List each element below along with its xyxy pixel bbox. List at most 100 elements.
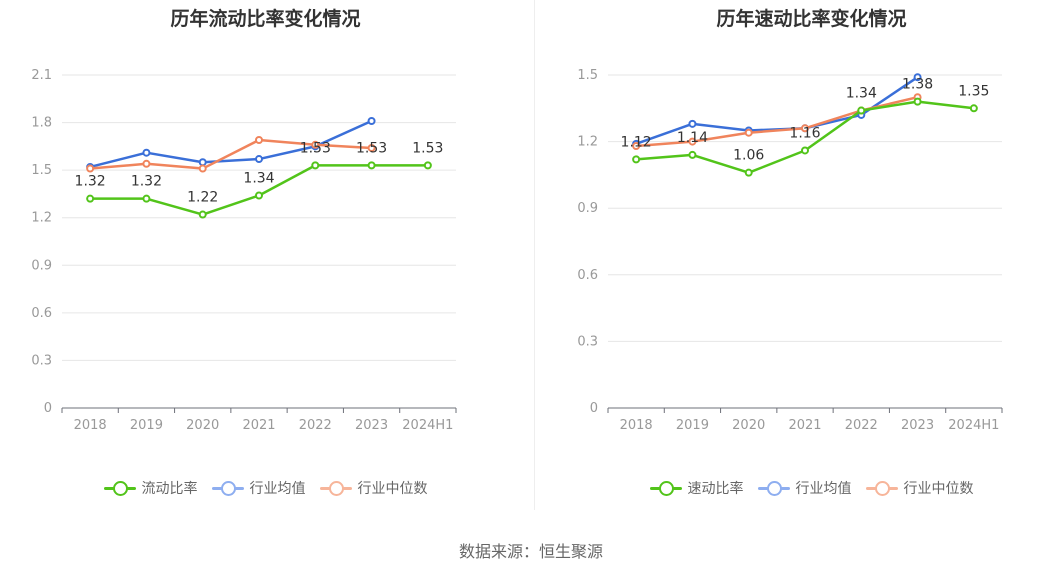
y-tick-label: 1.2 <box>31 211 52 226</box>
data-point-median <box>632 142 641 151</box>
current-ratio-chart: 0 0.3 0.6 0.9 1.2 1.5 1.8 2.1 2018 2019 2020 2021 20… <box>31 68 457 433</box>
y-tick-label: 1.5 <box>31 163 52 178</box>
data-label: 1.35 <box>958 83 989 99</box>
x-tick-label: 2019 <box>676 418 709 433</box>
y-tick-label: 0.3 <box>577 334 598 349</box>
x-tick-label: 2024H1 <box>948 418 999 433</box>
data-point-primary <box>801 146 809 155</box>
y-tick-label: 0 <box>590 401 598 416</box>
y-tick-label: 1.5 <box>577 68 598 83</box>
legend-line-icon <box>649 481 682 496</box>
data-label: 1.06 <box>733 148 764 164</box>
x-tick-label: 2021 <box>788 418 821 433</box>
data-point-primary <box>688 150 697 159</box>
current-ratio-panel: 历年流动比率变化情况 0 0.3 0.6 0.9 1.2 1.5 1.8 2.1 2018 201… <box>0 0 531 520</box>
y-tick-label: 0.3 <box>31 353 52 368</box>
data-point-primary <box>913 97 922 106</box>
data-point-primary <box>367 161 376 170</box>
y-tick-label: 0.9 <box>577 201 598 216</box>
x-tick-label: 2018 <box>620 418 653 433</box>
data-point-primary <box>632 155 641 164</box>
x-tick-label: 2018 <box>74 418 107 433</box>
legend-line-icon <box>211 481 244 496</box>
data-point-primary <box>744 168 753 177</box>
data-point-primary <box>969 104 978 113</box>
legend-item-median[interactable]: 行业中位数 <box>319 478 428 498</box>
legend-item-median[interactable]: 行业中位数 <box>865 478 974 498</box>
y-tick-label: 0.6 <box>31 306 52 321</box>
legend-label: 速动比率 <box>687 481 744 497</box>
x-tick-label: 2020 <box>732 418 765 433</box>
data-label: 1.53 <box>412 140 443 156</box>
data-point-median <box>86 164 95 173</box>
data-point-median <box>367 143 376 152</box>
data-point-primary <box>86 194 95 203</box>
x-tick-label: 2023 <box>901 418 934 433</box>
data-point-average <box>367 116 376 125</box>
data-point-average <box>913 73 922 82</box>
legend-label: 行业中位数 <box>903 481 974 497</box>
legend-label: 行业中位数 <box>357 481 428 497</box>
data-point-average <box>255 155 263 164</box>
legend-label: 流动比率 <box>141 481 198 497</box>
legend-line-icon <box>103 481 136 496</box>
legend: 速动比率 行业均值 行业中位数 <box>546 478 1062 498</box>
data-label: 1.22 <box>187 190 218 206</box>
data-point-average <box>198 158 207 167</box>
data-label: 1.38 <box>902 77 933 93</box>
data-label: 1.12 <box>621 134 652 150</box>
data-point-primary <box>198 210 207 219</box>
legend-line-icon <box>865 481 898 496</box>
data-point-average <box>688 119 697 128</box>
chart-title: 历年速动比率变化情况 <box>716 8 907 30</box>
y-tick-label: 0.9 <box>31 258 52 273</box>
data-label: 1.53 <box>300 140 331 156</box>
data-label: 1.53 <box>356 140 387 156</box>
x-tick-label: 2019 <box>130 418 163 433</box>
data-point-median <box>198 164 207 173</box>
y-tick-label: 1.2 <box>577 135 598 150</box>
series-line-median <box>90 138 372 170</box>
data-point-median <box>142 159 151 168</box>
legend-item-primary[interactable]: 流动比率 <box>103 478 198 498</box>
legend-label: 行业均值 <box>249 481 306 497</box>
data-point-median <box>311 140 320 149</box>
y-tick-label: 0 <box>44 401 52 416</box>
data-label: 1.34 <box>846 86 877 102</box>
legend: 流动比率 行业均值 行业中位数 <box>0 478 531 498</box>
quick-ratio-chart: 0 0.3 0.6 0.9 1.2 1.5 2018 2019 2020 2021 2022 2023… <box>577 68 1003 433</box>
legend-item-average[interactable]: 行业均值 <box>757 478 852 498</box>
data-label: 1.14 <box>677 130 708 146</box>
chart-title: 历年流动比率变化情况 <box>170 8 361 30</box>
data-label: 1.32 <box>75 174 106 190</box>
data-label: 1.34 <box>243 171 274 187</box>
x-tick-label: 2021 <box>242 418 275 433</box>
data-point-median <box>744 128 753 137</box>
data-point-primary <box>255 191 263 200</box>
x-tick-label: 2020 <box>186 418 219 433</box>
data-point-median <box>255 136 263 145</box>
legend-item-average[interactable]: 行业均值 <box>211 478 306 498</box>
data-point-average <box>142 148 151 157</box>
data-point-primary <box>142 194 151 203</box>
y-tick-label: 1.8 <box>31 116 52 131</box>
data-point-primary <box>857 106 866 115</box>
x-tick-label: 2024H1 <box>402 418 453 433</box>
quick-ratio-panel: 历年速动比率变化情况 0 0.3 0.6 0.9 1.2 1.5 2018 2019 2020 2… <box>546 0 1062 520</box>
data-point-primary <box>423 161 432 170</box>
data-label: 1.32 <box>131 174 162 190</box>
data-label: 1.16 <box>789 125 820 141</box>
legend-label: 行业均值 <box>795 481 852 497</box>
legend-line-icon <box>319 481 352 496</box>
data-point-median <box>688 137 697 146</box>
x-tick-label: 2022 <box>845 418 878 433</box>
y-tick-label: 2.1 <box>31 68 52 83</box>
legend-item-primary[interactable]: 速动比率 <box>649 478 744 498</box>
series-line-average <box>89 119 373 169</box>
x-tick-label: 2023 <box>355 418 388 433</box>
y-tick-label: 0.6 <box>577 268 598 283</box>
x-tick-label: 2022 <box>299 418 332 433</box>
data-point-median <box>801 124 809 133</box>
legend-line-icon <box>757 481 790 496</box>
data-source: 数据来源：恒生聚源 <box>458 542 603 561</box>
